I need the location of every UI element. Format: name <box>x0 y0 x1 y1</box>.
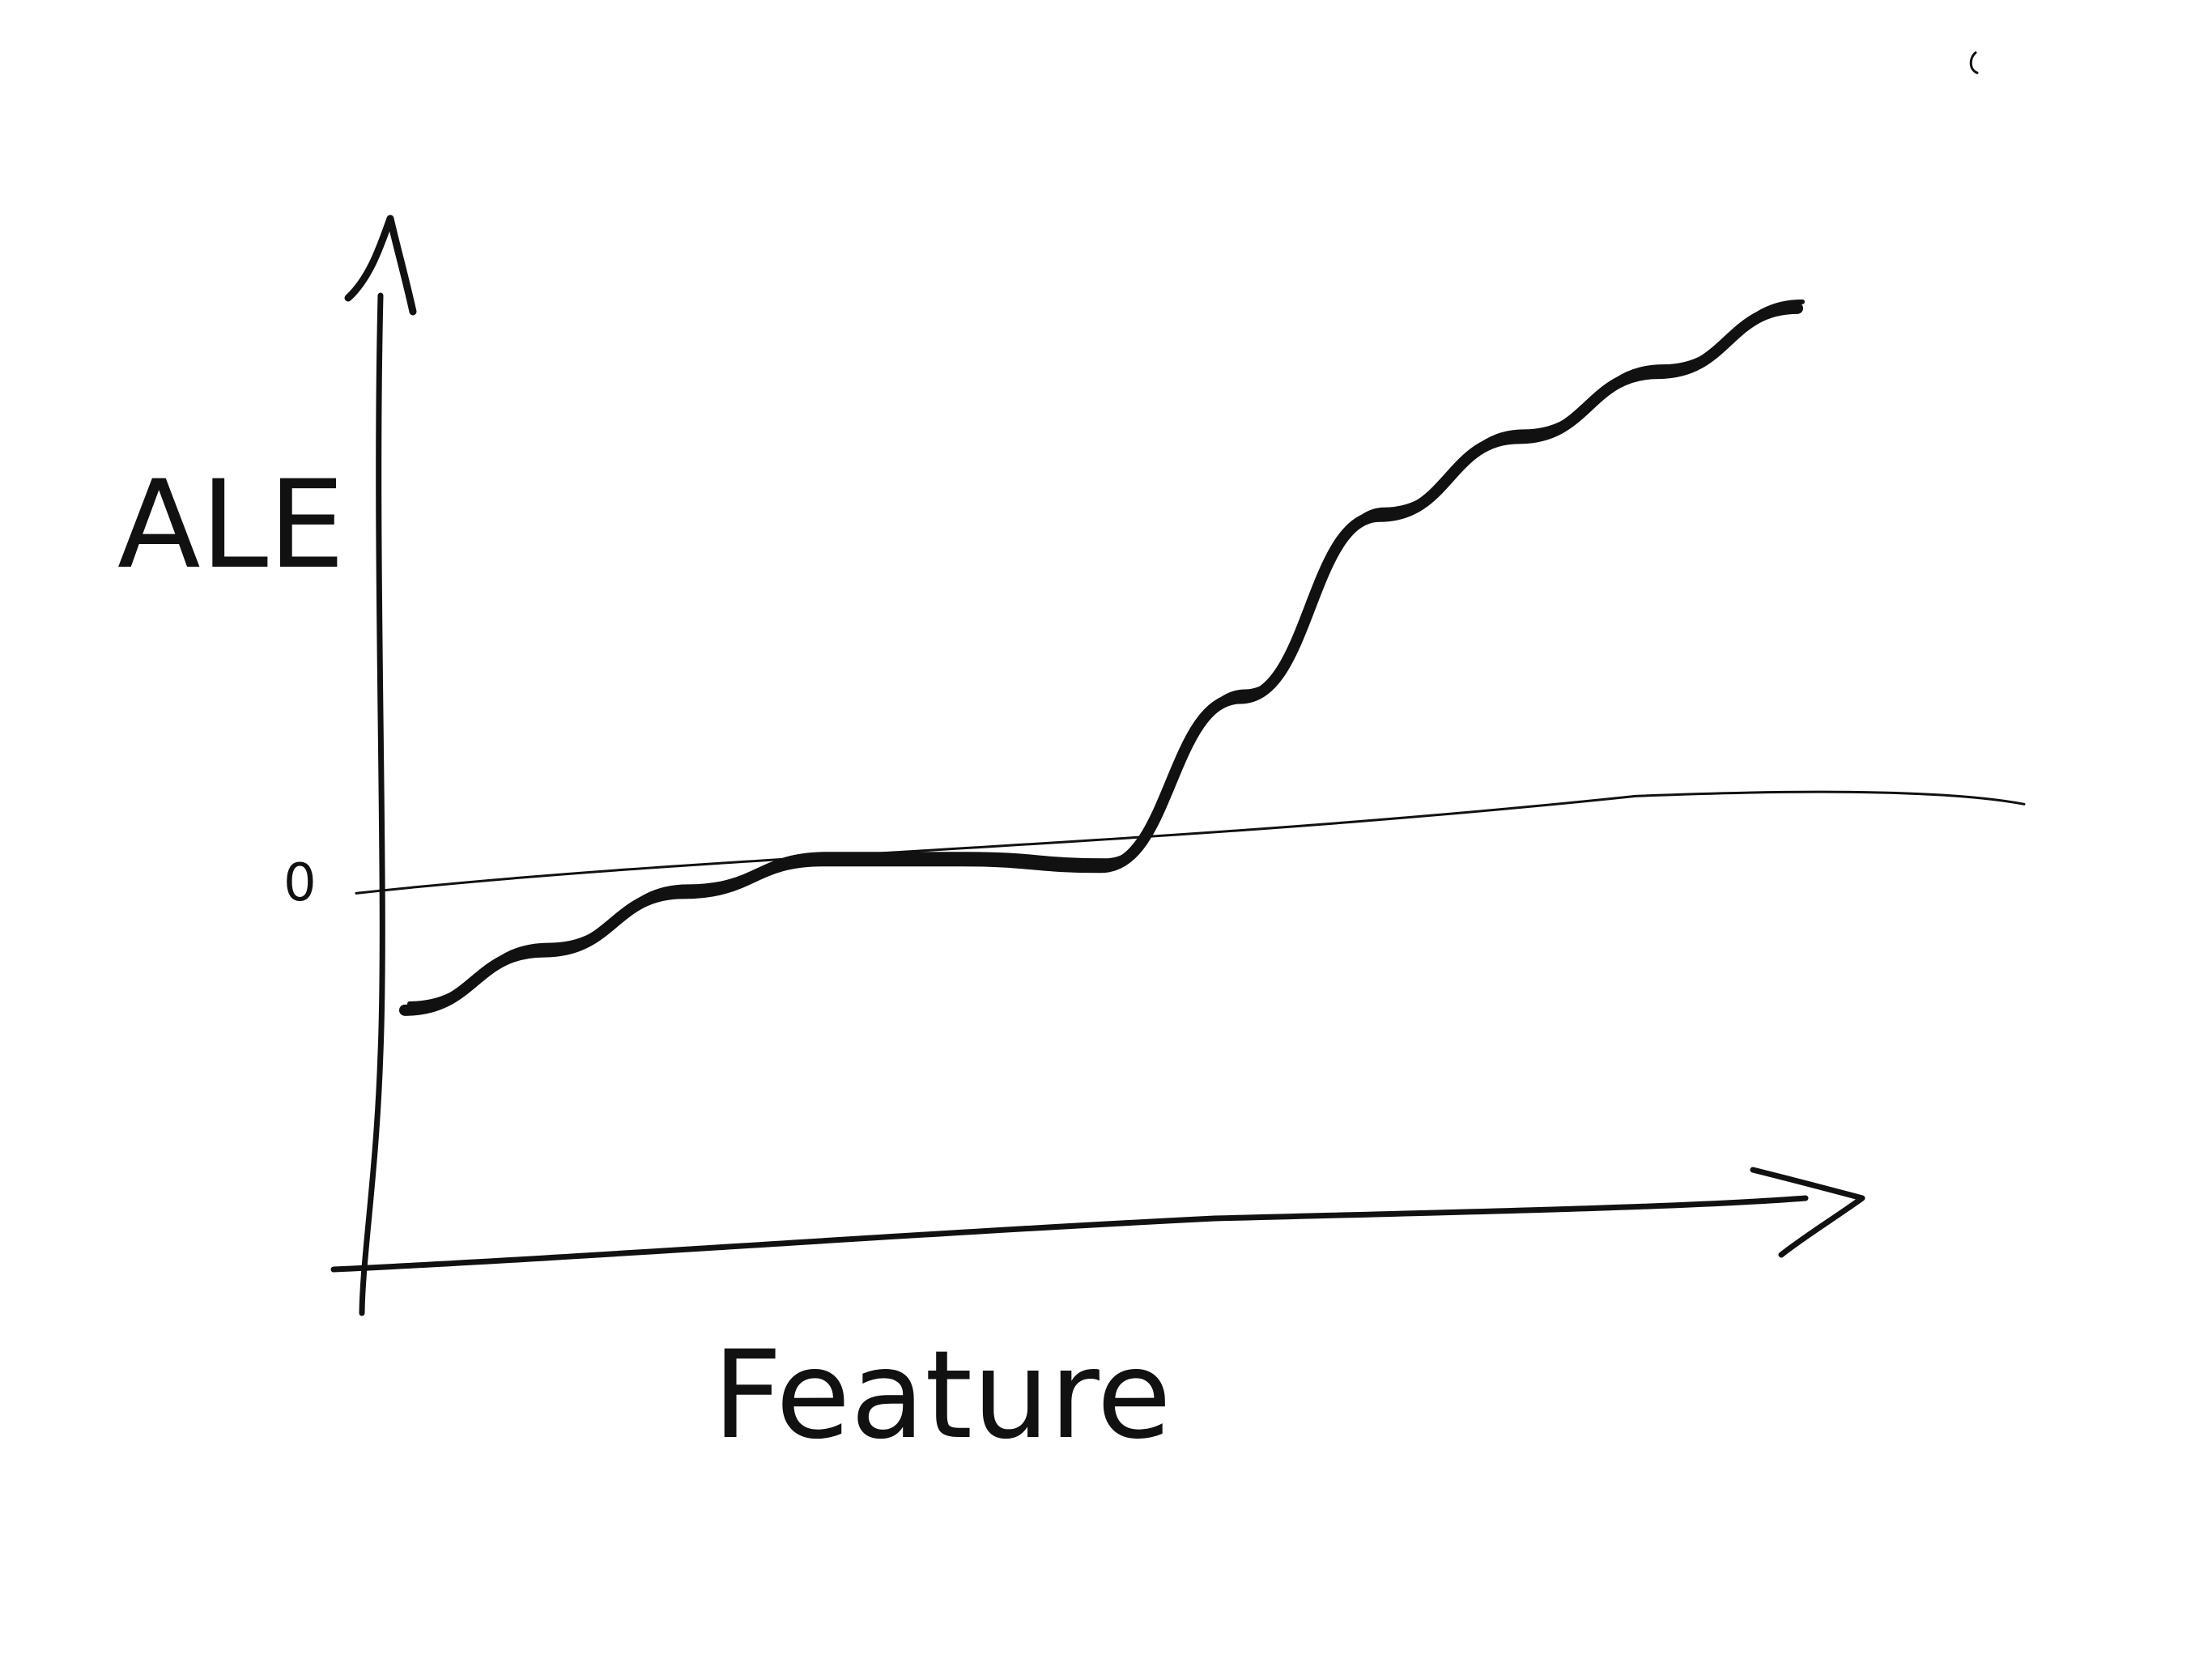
stray-pen-mark <box>1969 51 1979 74</box>
zero-reference-line <box>355 790 2026 895</box>
y-axis-label: ALE <box>117 455 345 596</box>
y-axis <box>344 215 417 1316</box>
x-axis-arrowhead <box>1750 1167 1865 1258</box>
y-axis-arrowhead <box>344 215 417 316</box>
ale-series-line-overstroke <box>407 299 1805 1006</box>
x-axis <box>330 1167 1865 1273</box>
x-axis-label: Feature <box>713 1325 1172 1466</box>
y-tick-label-zero: 0 <box>283 853 317 913</box>
ale-series-line <box>399 302 1803 1016</box>
ale-series <box>399 299 1805 1016</box>
